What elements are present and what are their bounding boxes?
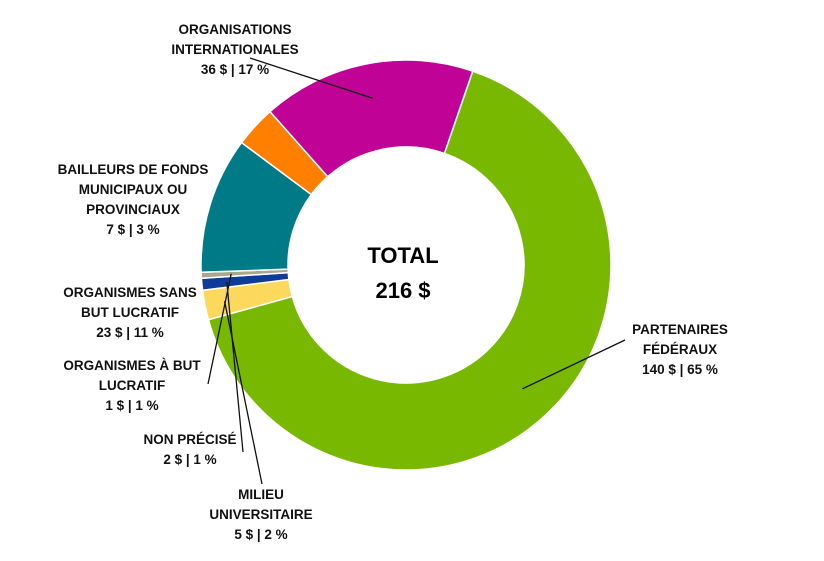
label-partenaires-federaux: PARTENAIRES FÉDÉRAUX 140 $ | 65 %: [632, 322, 728, 377]
center-total-label: TOTAL: [367, 243, 439, 268]
leader-line-milieu-universitaire: [223, 301, 263, 485]
leader-line-partenaires-federaux: [522, 339, 626, 390]
leader-line-organisations-internationales: [249, 57, 373, 99]
center-total-value: 216 $: [375, 278, 431, 303]
label-organismes-sans-but-lucratif: ORGANISMES SANS BUT LUCRATIF 23 $ | 11 %: [63, 285, 197, 340]
leader-line-organismes-a-but-lucratif: [207, 273, 232, 385]
label-organisations-internationales: ORGANISATIONS INTERNATIONALES 36 $ | 17 …: [171, 22, 299, 77]
leader-lines: [207, 57, 626, 485]
donut-slices: [200, 59, 612, 471]
label-organismes-but-lucratif: ORGANISMES À BUT LUCRATIF 1 $ | 1 %: [63, 358, 201, 413]
label-milieu-universitaire: MILIEU UNIVERSITAIRE 5 $ | 2 %: [209, 487, 313, 542]
slice-organisations-internationales: [268, 59, 474, 178]
leader-line-non-precise: [226, 281, 244, 453]
label-bailleurs-de-fonds: BAILLEURS DE FONDS MUNICIPAUX OU PROVINC…: [57, 162, 209, 237]
label-non-precise: NON PRÉCISÉ 2 $ | 1 %: [143, 432, 237, 467]
